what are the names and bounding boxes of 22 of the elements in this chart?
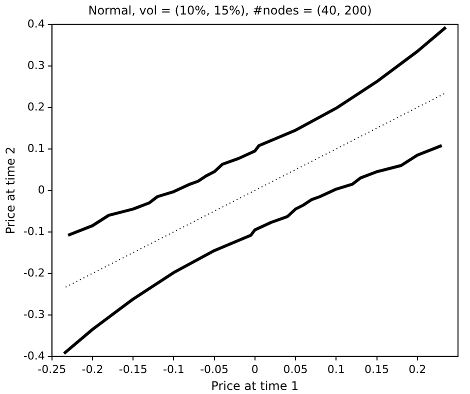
x-tick-label: -0.1 <box>162 362 184 376</box>
x-tick-label: 0.1 <box>327 362 345 376</box>
x-tick-label: -0.25 <box>38 362 66 376</box>
x-tick-label: 0.2 <box>408 362 426 376</box>
x-tick-label: 0 <box>251 362 258 376</box>
x-tick-label: 0.15 <box>364 362 390 376</box>
y-tick-label: 0.2 <box>27 100 45 114</box>
x-tick-label: -0.05 <box>200 362 229 376</box>
y-tick-label: -0.3 <box>23 308 45 321</box>
x-tick-label: -0.2 <box>82 362 104 376</box>
y-tick-label: -0.2 <box>23 266 45 280</box>
chart-title: Normal, vol = (10%, 15%), #nodes = (40, 200) <box>88 3 372 18</box>
x-tick-label: -0.15 <box>118 362 148 376</box>
x-axis-title: Price at time 1 <box>211 378 299 393</box>
y-tick-label: 0.3 <box>27 58 45 72</box>
y-tick-label: 0.4 <box>27 17 45 30</box>
y-tick-label: 0 <box>38 183 45 196</box>
y-tick-label: -0.4 <box>23 349 45 362</box>
y-tick-label: -0.1 <box>23 224 45 238</box>
y-axis-title: Price at time 2 <box>3 146 18 234</box>
y-tick-label: 0.1 <box>27 142 45 155</box>
x-tick-label: 0.05 <box>283 362 308 376</box>
